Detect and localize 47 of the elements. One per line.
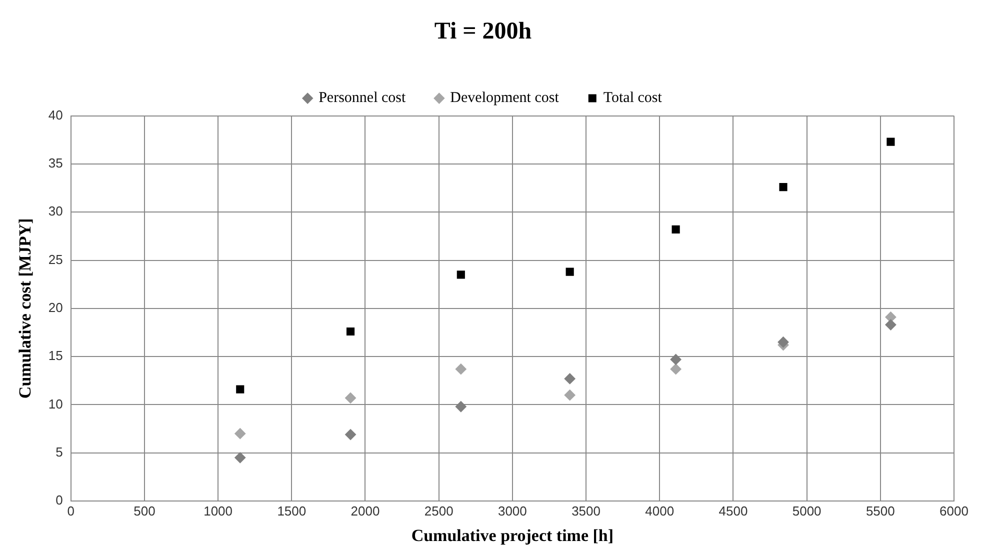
x-tick-label: 500 — [134, 503, 156, 518]
point — [672, 225, 680, 234]
point — [778, 336, 789, 348]
point — [566, 268, 574, 276]
x-tick-label: 1000 — [204, 503, 233, 518]
y-tick-label: 30 — [48, 204, 63, 219]
point — [345, 392, 356, 404]
point — [345, 429, 356, 440]
x-tick-label: 2500 — [424, 503, 454, 518]
x-tick-label: 0 — [67, 503, 74, 518]
chart-title: Ti = 200h — [434, 18, 532, 45]
point — [346, 327, 355, 336]
point — [234, 452, 246, 464]
y-tick-label: 40 — [48, 107, 63, 122]
point — [455, 401, 466, 412]
point — [456, 270, 465, 279]
legend-label: Total cost — [603, 90, 663, 106]
point — [670, 354, 682, 365]
y-tick-label: 5 — [56, 444, 63, 460]
y-tick-label: 20 — [48, 300, 63, 315]
y-tick-label: 0 — [56, 492, 63, 508]
point — [236, 385, 244, 394]
legend-label: Development cost — [450, 90, 560, 106]
y-tick-label: 35 — [48, 156, 63, 171]
legend-label: Personnel cost — [318, 90, 406, 106]
x-tick-label: 2000 — [350, 503, 380, 518]
x-tick-label: 5500 — [866, 503, 895, 518]
point — [886, 138, 895, 146]
x-tick-label: 4000 — [645, 503, 674, 518]
point — [670, 364, 682, 375]
x-tick-label: 3000 — [498, 503, 527, 518]
x-tick-label: 4500 — [718, 503, 748, 518]
x-tick-label: 3500 — [572, 503, 600, 518]
x-tick-label: 1500 — [277, 503, 306, 518]
x-tick-label: 6000 — [940, 503, 968, 518]
point — [779, 183, 788, 192]
x-tick-label: 5000 — [792, 503, 822, 518]
point — [564, 390, 576, 401]
y-axis-title: Cumulative cost [MJPY] — [16, 218, 35, 399]
y-tick-label: 10 — [48, 396, 63, 412]
y-tick-label: 15 — [48, 348, 63, 364]
point — [455, 364, 466, 375]
point — [234, 428, 246, 440]
y-tick-label: 25 — [48, 252, 63, 267]
point — [564, 373, 576, 384]
x-axis-title: Cumulative project time [h] — [411, 526, 614, 546]
point — [885, 319, 896, 330]
